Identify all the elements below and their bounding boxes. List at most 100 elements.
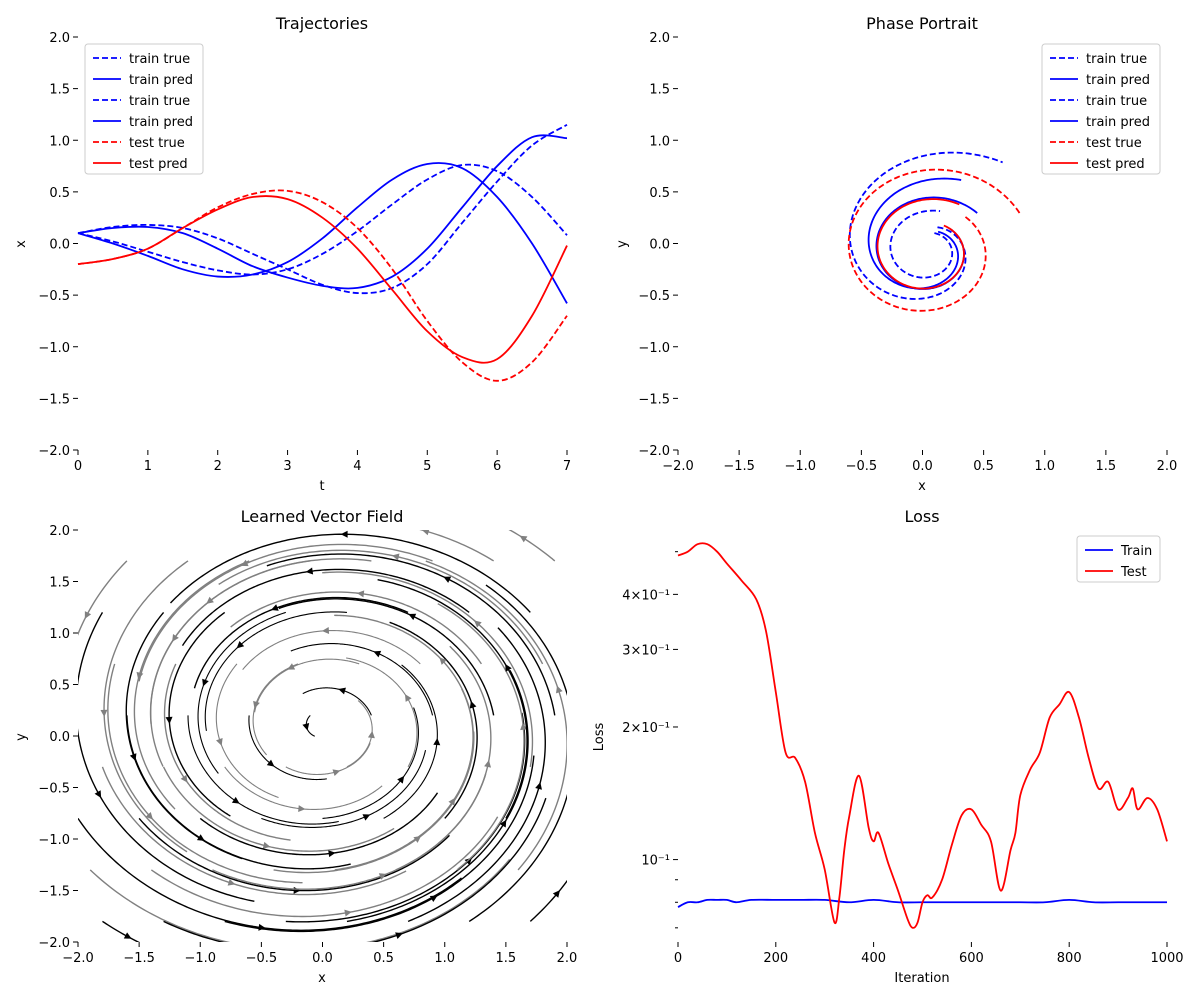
streamline-arrow <box>206 596 214 604</box>
phase-xtick-label: 0.5 <box>973 459 994 474</box>
vector-field-xtick-label: −0.5 <box>246 951 278 966</box>
loss-xtick-label: 600 <box>959 951 984 966</box>
vector-field-ytick-label: 0.5 <box>49 679 70 694</box>
trajectories-title: Trajectories <box>275 14 368 33</box>
trajectories-ylabel: x <box>14 240 29 248</box>
plot-layer: 0 1 2 3 4 5 6 7 −2.0 −1.5 −1.0 −0.5 0.0 0.5 1.0 1.5 2.0 t… <box>38 31 1183 966</box>
vector-field-ytick-label: −2.0 <box>38 936 70 951</box>
phase-portrait-title: Phase Portrait <box>866 14 978 33</box>
trajectory-line <box>77 134 568 290</box>
streamline-arrow <box>344 909 352 917</box>
vector-field-xtick-label: −1.0 <box>184 951 216 966</box>
loss-ylabel: Loss <box>592 723 607 752</box>
streamline-arrow <box>391 553 400 561</box>
streamline-arrow <box>464 857 473 865</box>
vector-field-ytick-label: 1.5 <box>49 576 70 591</box>
loss-ytick-label: 4×10⁻¹ <box>622 588 670 603</box>
streamline-arrow <box>519 535 528 543</box>
loss-legend-label: Test <box>1120 565 1147 580</box>
streamline-arrow <box>367 730 375 739</box>
streamline-arrow <box>165 716 173 724</box>
trajectories-legend-label: train true <box>129 94 190 109</box>
trajectories-ytick-label: −2.0 <box>38 444 70 459</box>
phase-curve <box>848 151 1003 300</box>
streamline-arrow <box>266 759 275 767</box>
vector-field-ytick-label: −0.5 <box>38 782 70 797</box>
streamline-arrow <box>469 700 477 709</box>
loss-xtick-label: 800 <box>1057 951 1082 966</box>
vector-field-ytick-label: 1.0 <box>49 627 70 642</box>
trajectories-legend-label: train pred <box>129 115 193 130</box>
trajectories-legend-label: test pred <box>129 157 188 172</box>
vector-field-xlabel: x <box>318 971 326 986</box>
streamline-arrow <box>340 530 348 538</box>
streamline <box>89 858 511 942</box>
streamline-arrow <box>84 611 92 619</box>
vector-field-title: Learned Vector Field <box>241 507 404 526</box>
streamline-arrow <box>202 678 209 687</box>
trajectories-xtick-label: 7 <box>563 459 571 474</box>
streamline-arrow <box>484 760 492 768</box>
streamline-arrow <box>298 805 306 813</box>
loss-xtick-label: 200 <box>763 951 788 966</box>
phase-ytick-label: −1.0 <box>638 341 670 356</box>
phase-ytick-label: −2.0 <box>638 444 670 459</box>
streamline <box>468 584 567 922</box>
loss-line <box>677 898 1167 908</box>
streamline-arrow <box>535 782 542 790</box>
streamline-arrow <box>196 834 205 841</box>
streamline-arrow <box>505 663 512 672</box>
streamline-arrow <box>287 663 296 670</box>
trajectory-line <box>77 163 568 276</box>
streamline-arrow <box>332 769 341 777</box>
trajectories-ytick-label: −1.0 <box>38 341 70 356</box>
trajectories-xtick-label: 0 <box>74 459 82 474</box>
streamline-arrow <box>499 819 507 828</box>
trajectories-legend-label: test true <box>129 136 185 151</box>
trajectories-xtick-label: 4 <box>353 459 361 474</box>
phase-ytick-label: 2.0 <box>649 31 670 46</box>
phase-xtick-label: −1.0 <box>784 459 816 474</box>
trajectory-line <box>77 162 568 304</box>
phase-curve <box>889 209 954 279</box>
streamline-arrow <box>100 709 108 717</box>
loss-ytick-label: 10⁻¹ <box>641 854 670 869</box>
trajectories-xtick-label: 1 <box>144 459 152 474</box>
streamline-arrow <box>556 685 563 694</box>
phase-xlabel: x <box>918 479 926 494</box>
phase-xtick-label: 1.0 <box>1034 459 1055 474</box>
loss-title: Loss <box>904 507 939 526</box>
streamline-arrow <box>433 737 441 746</box>
streamline-arrow <box>321 627 330 635</box>
phase-xtick-label: 0.0 <box>912 459 933 474</box>
phase-ytick-label: −1.5 <box>638 392 670 407</box>
trajectories-ytick-label: 2.0 <box>49 31 70 46</box>
streamline-arrow <box>413 835 422 843</box>
trajectory-line <box>77 195 568 364</box>
streamline-arrow <box>439 657 447 665</box>
vector-field-xtick-label: 0.0 <box>312 951 333 966</box>
trajectories-ytick-label: −1.5 <box>38 392 70 407</box>
vector-field-xtick-label: 1.5 <box>496 951 517 966</box>
streamline-arrow <box>302 722 310 731</box>
streamline-arrow <box>421 530 430 536</box>
phase-xtick-label: −0.5 <box>846 459 878 474</box>
streamline-arrow <box>395 932 403 939</box>
phase-ytick-label: 0.0 <box>649 238 670 253</box>
streamline-arrow <box>474 620 482 628</box>
phase-curve <box>876 198 965 290</box>
vector-field-ytick-label: −1.5 <box>38 885 70 900</box>
loss-xtick-label: 1000 <box>1150 951 1183 966</box>
phase-curve <box>847 168 1022 312</box>
vector-field-streams <box>78 530 567 942</box>
phase-legend-label: test pred <box>1086 157 1145 172</box>
vector-field-xtick-label: 1.0 <box>434 951 455 966</box>
trajectories-xtick-label: 6 <box>493 459 501 474</box>
trajectories-ytick-label: −0.5 <box>38 289 70 304</box>
streamline-arrow <box>145 812 153 820</box>
streamline-arrow <box>404 694 412 702</box>
loss-xlabel: Iteration <box>894 971 949 986</box>
streamline-arrow <box>443 576 452 583</box>
streamline-arrow <box>338 687 346 695</box>
